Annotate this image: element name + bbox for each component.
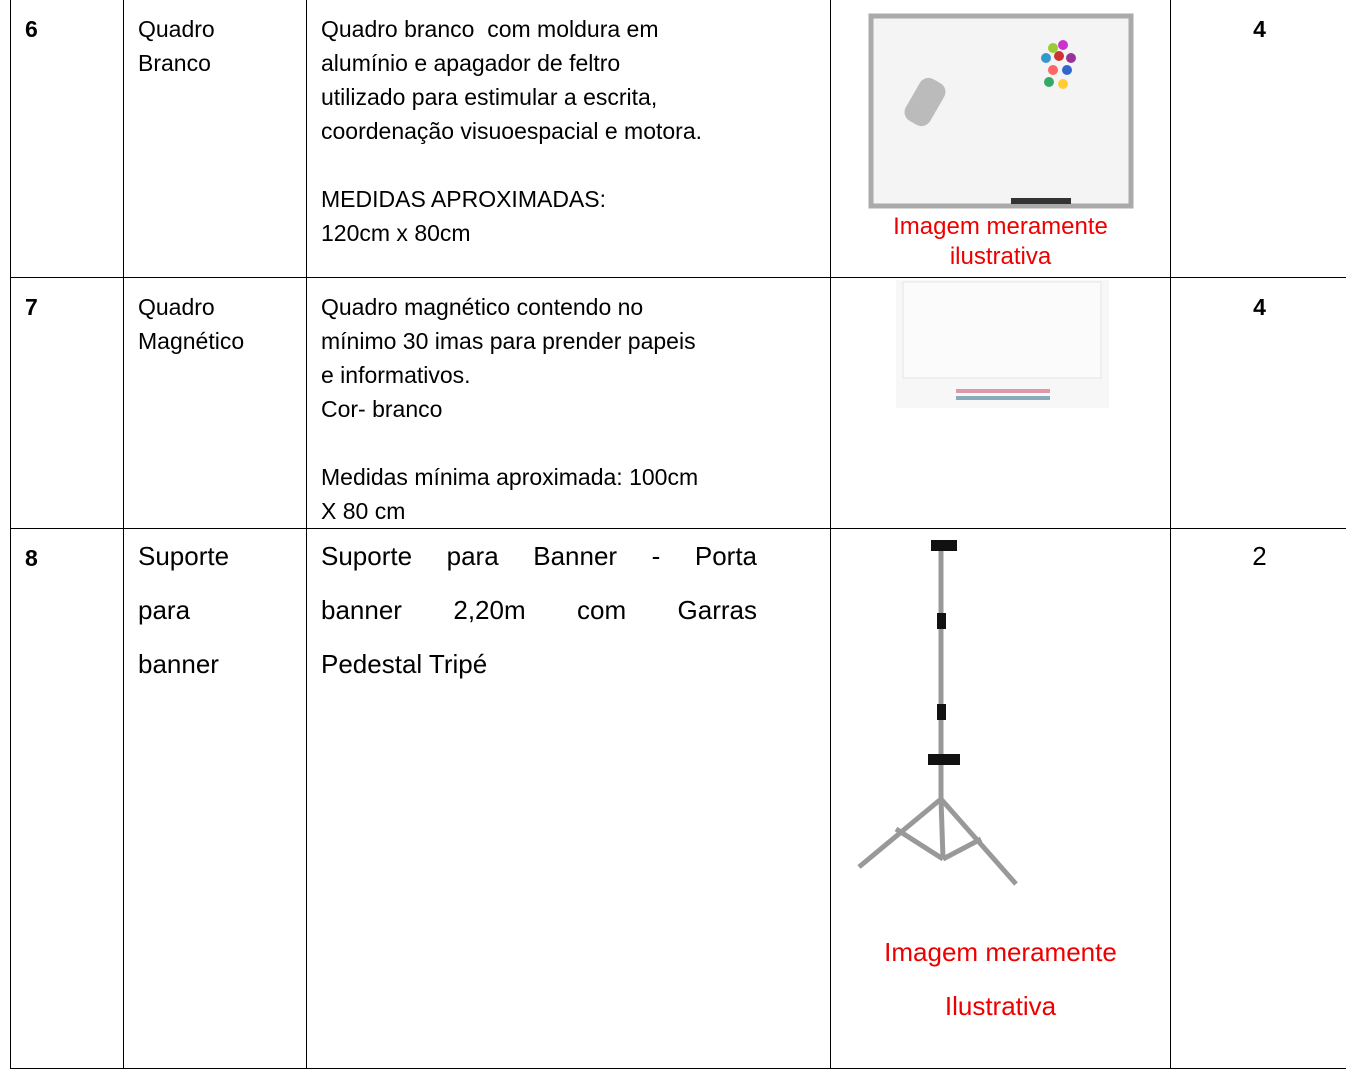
text-line: Imagem meramente [831,212,1170,242]
text-line: ilustrativa [831,242,1170,272]
text-line: mínimo 30 imas para prender papeis [321,324,818,358]
text-line: 120cm x 80cm [321,216,818,250]
text-line: Suporte [138,529,294,583]
text-line: MEDIDAS APROXIMADAS: [321,182,818,216]
banner-stand-image [831,529,1171,925]
quantity: 4 [1171,278,1346,529]
text-line: X 80 cm [321,494,818,528]
text-line: Branco [138,46,294,80]
text-line: e informativos. [321,358,818,392]
text-line: para [138,583,294,637]
text-line: Cor- branco [321,392,818,426]
item-number: 6 [11,0,124,278]
magnetic-board-image [831,278,1171,408]
quantity: 2 [1171,529,1346,1069]
whiteboard-image [831,0,1171,212]
text-line: Quadro magnético contendo no [321,290,818,324]
text-line: banner 2,20m com Garras [321,583,757,637]
text-line: Quadro [138,290,294,324]
quantity: 4 [1171,0,1346,278]
text-line: Quadro branco com moldura em [321,12,818,46]
text-line: Pedestal Tripé [321,637,757,691]
text-line: Medidas mínima aproximada: 100cm [321,460,818,494]
text-line: utilizado para estimular a escrita, [321,80,818,114]
text-line: Magnético [138,324,294,358]
text-line: banner [138,637,294,691]
text-line: Imagem meramente [831,925,1170,979]
image-cell [831,278,1171,529]
text-line: alumínio e apagador de feltro [321,46,818,80]
item-number: 7 [11,278,124,529]
text-line: coordenação visuoespacial e motora. [321,114,818,148]
item-number: 8 [11,529,124,1069]
text-line: Suporte para Banner - Porta [321,529,757,583]
text-line: Quadro [138,12,294,46]
